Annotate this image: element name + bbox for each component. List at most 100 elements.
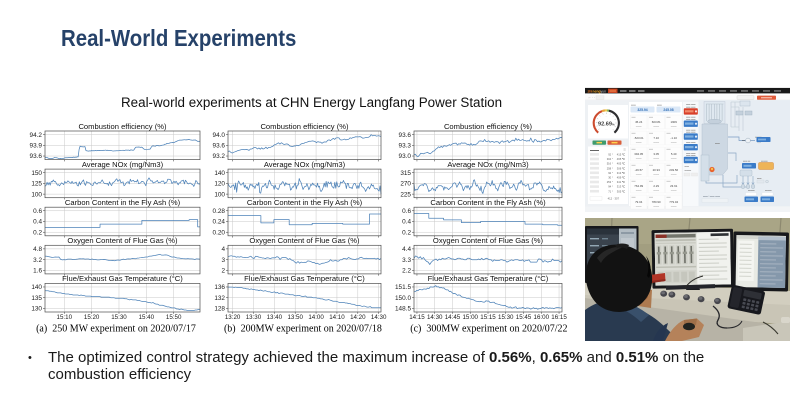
svg-text:▬▬▬: ▬▬▬: [636, 174, 642, 176]
svg-text:Combustion efficiency (%): Combustion efficiency (%): [78, 122, 167, 131]
svg-text:313 ℃: 313 ℃: [617, 171, 626, 175]
svg-text:▬▬ ▬▬: ▬▬ ▬▬: [686, 153, 696, 155]
svg-text:15:15: 15:15: [480, 314, 496, 321]
svg-text:780.90: 780.90: [652, 200, 661, 204]
svg-text:459 ℃: 459 ℃: [617, 176, 626, 180]
svg-text:3.05: 3.05: [653, 152, 659, 156]
svg-text:93.6: 93.6: [213, 143, 226, 150]
svg-text:Oxygen Content of Flue Gas (%): Oxygen Content of Flue Gas (%): [249, 236, 360, 245]
svg-text:13:50: 13:50: [287, 314, 303, 321]
svg-text:1909: 1909: [670, 120, 677, 124]
svg-text:258 °: 258 °: [607, 166, 613, 170]
svg-text:▬▬▬: ▬▬▬: [636, 206, 642, 208]
svg-text:(b) 200MW experiment on 2020/: (b) 200MW experiment on 2020/07/18: [224, 324, 382, 335]
svg-text:▬▬: ▬▬: [649, 133, 653, 135]
svg-text:▬▬▬: ▬▬▬: [671, 142, 677, 144]
svg-text:3.3: 3.3: [402, 257, 411, 264]
svg-text:▬▬ ▬▬: ▬▬ ▬▬: [686, 155, 696, 157]
svg-text:315: 315: [400, 170, 411, 177]
svg-text:▬▬: ▬▬: [757, 178, 762, 180]
svg-text:yun: yun: [601, 89, 607, 93]
svg-text:100: 100: [214, 191, 225, 198]
svg-text:306 ℃: 306 ℃: [617, 166, 626, 170]
svg-text:neng: neng: [593, 89, 601, 93]
svg-text:▬▬: ▬▬: [667, 133, 671, 135]
svg-text:(c) 300MW experiment on 2020/: (c) 300MW experiment on 2020/07/22: [410, 324, 567, 335]
svg-text:94 °: 94 °: [608, 185, 613, 189]
svg-text:▬▬: ▬▬: [649, 149, 653, 151]
svg-text:15:50: 15:50: [166, 314, 182, 321]
svg-text:Combustion efficiency (%): Combustion efficiency (%): [444, 122, 533, 131]
svg-text:Flue/Exhaust Gas Temperature (: Flue/Exhaust Gas Temperature (°C): [62, 274, 183, 283]
svg-text:305 ℃: 305 ℃: [617, 189, 626, 193]
svg-text:▬▬▬: ▬▬▬: [671, 190, 677, 192]
svg-text:412 · 307: 412 · 307: [608, 197, 620, 201]
svg-text:15:45: 15:45: [516, 314, 532, 321]
svg-text:5.40: 5.40: [671, 152, 677, 156]
svg-text:140: 140: [214, 170, 225, 177]
svg-text:225: 225: [400, 191, 411, 198]
svg-text:516 °: 516 °: [607, 162, 613, 166]
svg-text:▬▬▬: ▬▬▬: [765, 190, 772, 192]
svg-text:132: 132: [214, 295, 225, 302]
svg-text:13:30: 13:30: [246, 314, 262, 321]
svg-text:▬▬: ▬▬: [649, 197, 653, 199]
svg-text:79.04: 79.04: [635, 200, 643, 204]
svg-text:▬▬: ▬▬: [632, 117, 636, 119]
svg-text:0.4: 0.4: [402, 219, 411, 226]
svg-text:▬▬▬: ▬▬▬: [636, 190, 642, 192]
svg-text:▬▬: ▬▬: [632, 165, 636, 167]
svg-text:15:10: 15:10: [57, 314, 73, 321]
svg-text:0.2: 0.2: [402, 229, 411, 236]
svg-text:249.56: 249.56: [669, 168, 678, 172]
svg-text:▬▬: ▬▬: [631, 104, 636, 107]
svg-text:140: 140: [31, 284, 42, 291]
svg-text:3.2: 3.2: [33, 257, 42, 264]
svg-text:0.4: 0.4: [33, 219, 42, 226]
svg-text:zhi: zhi: [588, 89, 593, 93]
svg-text:15:20: 15:20: [84, 314, 100, 321]
svg-text:▬▬ ▬▬: ▬▬ ▬▬: [686, 104, 696, 106]
svg-text:304 °: 304 °: [607, 157, 613, 161]
svg-text:Carbon Content in the Fly Ash: Carbon Content in the Fly Ash (%): [430, 198, 546, 207]
svg-text:▬▬▬: ▬▬▬: [761, 161, 768, 163]
svg-text:313 ℃: 313 ℃: [617, 185, 626, 189]
svg-text:▬▬▬: ▬▬▬: [653, 142, 659, 144]
svg-text:93.0: 93.0: [399, 153, 412, 160]
svg-text:14:45: 14:45: [445, 314, 461, 321]
svg-text:14:20: 14:20: [350, 314, 366, 321]
svg-text:150: 150: [31, 170, 42, 177]
svg-text:341 ℃: 341 ℃: [617, 180, 626, 184]
svg-text:▬▬: ▬▬: [667, 165, 671, 167]
svg-text:← · ·: ← · ·: [588, 96, 595, 100]
svg-text:130: 130: [31, 306, 42, 313]
svg-text:▬▬ ▬▬: ▬▬ ▬▬: [686, 119, 696, 121]
svg-text:Oxygen Content of Flue Gas (%): Oxygen Content of Flue Gas (%): [67, 236, 178, 245]
svg-text:14:15: 14:15: [409, 314, 425, 321]
svg-text:100: 100: [31, 191, 42, 198]
svg-text:2: 2: [221, 268, 225, 275]
svg-text:16:15: 16:15: [551, 314, 567, 321]
svg-text:▬▬: ▬▬: [667, 197, 671, 199]
svg-text:253 °: 253 °: [607, 180, 613, 184]
svg-text:13:20: 13:20: [225, 314, 241, 321]
svg-text:▬▬▬: ▬▬▬: [590, 148, 599, 152]
svg-text:14:30: 14:30: [371, 314, 387, 321]
svg-text:▬▬▬: ▬▬▬: [671, 206, 677, 208]
svg-text:7.10: 7.10: [653, 136, 659, 140]
svg-text:▬▬: ▬▬: [715, 142, 720, 145]
svg-text:▬▬▬: ▬▬▬: [636, 142, 642, 144]
svg-text:148.5: 148.5: [395, 306, 411, 313]
svg-text:▬▬▬: ▬▬▬: [671, 174, 677, 176]
svg-text:▬▬ ▬▬: ▬▬ ▬▬: [686, 117, 696, 119]
svg-text:0.2: 0.2: [33, 229, 42, 236]
svg-text:Carbon Content in the Fly Ash: Carbon Content in the Fly Ash (%): [65, 198, 181, 207]
svg-text:150.0: 150.0: [395, 295, 411, 302]
svg-text:-1.10: -1.10: [670, 136, 677, 140]
svg-text:▬▬: ▬▬: [632, 149, 636, 151]
svg-text:▬▬▬: ▬▬▬: [653, 206, 659, 208]
svg-text:94.2: 94.2: [30, 132, 43, 139]
svg-text:▬▬ ▬: ▬▬ ▬: [743, 161, 751, 163]
svg-text:4: 4: [221, 246, 225, 253]
svg-text:120: 120: [214, 181, 225, 188]
